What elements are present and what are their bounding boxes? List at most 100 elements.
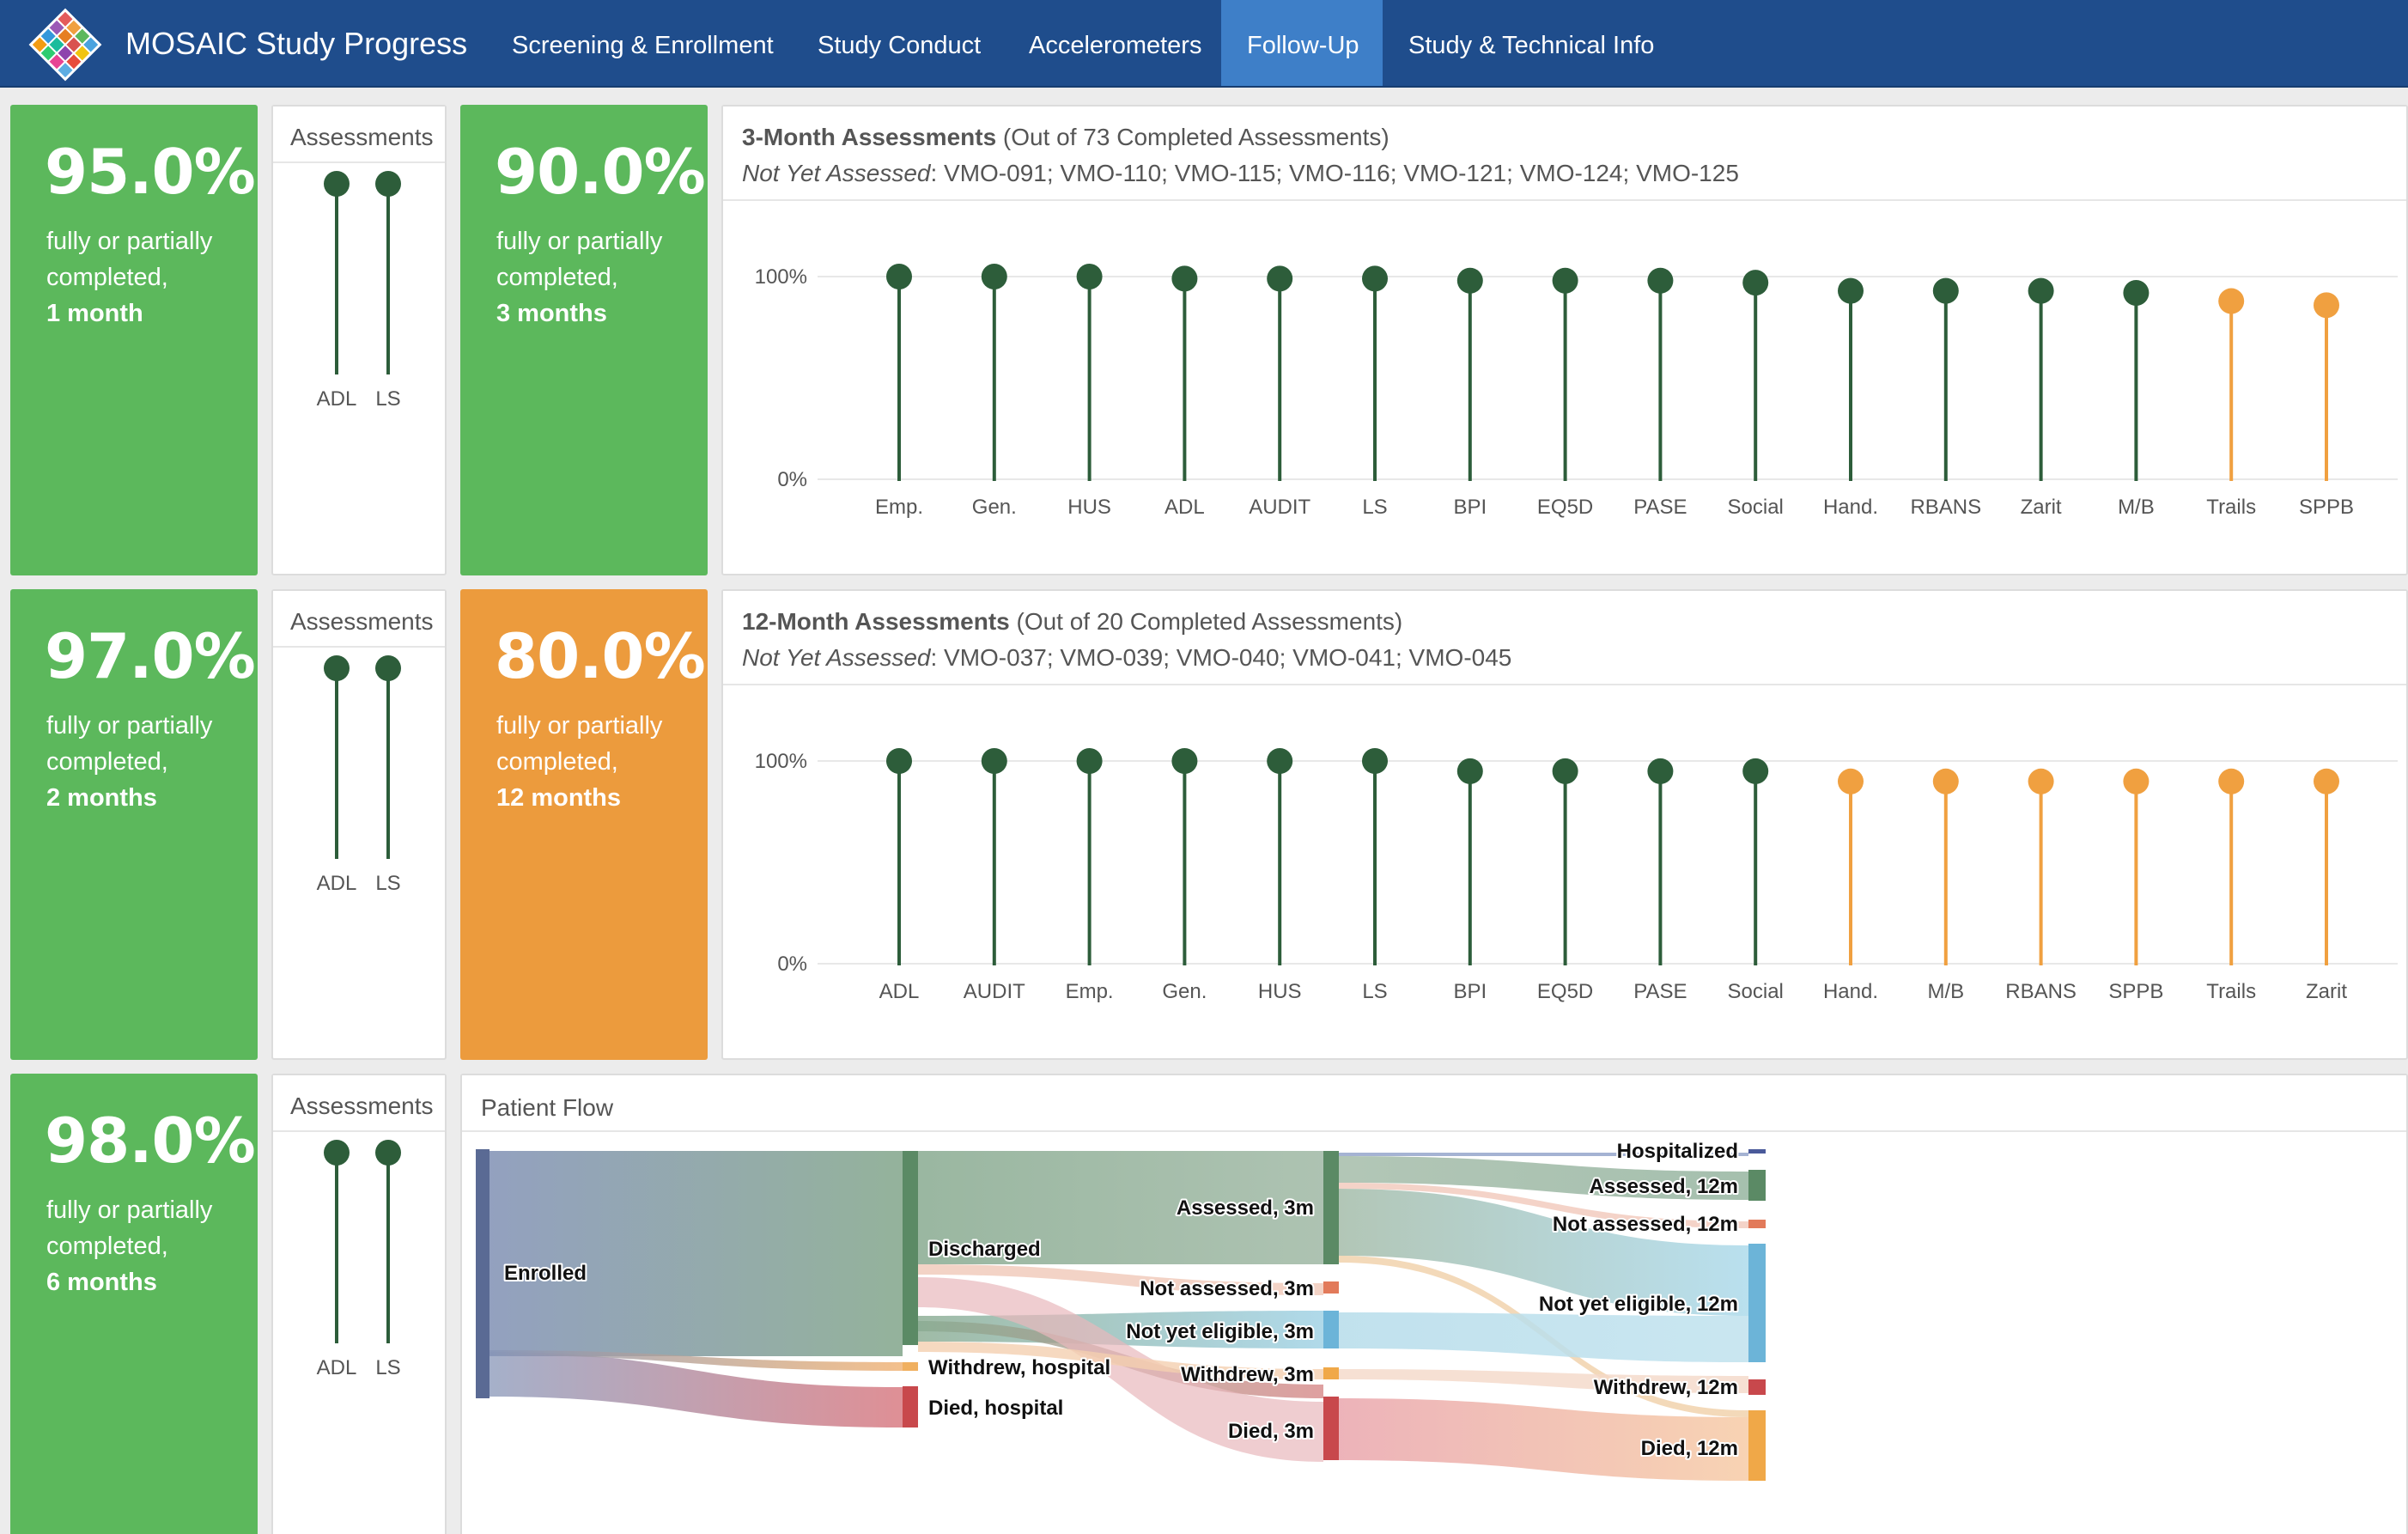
x-tick-label: AUDIT xyxy=(1249,496,1310,519)
lollipop-point xyxy=(1362,748,1388,774)
x-tick-label: M/B xyxy=(2118,496,2155,519)
lollipop-point xyxy=(2218,288,2245,314)
lollipop-point xyxy=(324,655,350,681)
value-box-2-months: 97.0% fully or partially completed, 2 mont… xyxy=(10,589,258,1060)
lollipop-point xyxy=(1932,277,1959,304)
value-box-12-months: 80.0% fully or partially completed, 12 mon… xyxy=(460,589,708,1060)
lollipop-point xyxy=(1647,267,1674,294)
lollipop-point xyxy=(1456,758,1483,784)
lollipop-point xyxy=(1742,758,1769,784)
lollipop-point xyxy=(1267,748,1293,774)
x-tick-label: ADL xyxy=(1164,496,1205,519)
panel-header: Patient Flow xyxy=(462,1075,2406,1132)
tab-study-conduct[interactable]: Study Conduct xyxy=(818,32,982,59)
lollipop-point xyxy=(324,1140,350,1166)
x-tick-label: Emp. xyxy=(1066,980,1114,1003)
navbar: MOSAIC Study Progress Screening & Enroll… xyxy=(0,0,2408,88)
twelve-month-assessments-panel: 12-Month Assessments (Out of 20 Complete… xyxy=(721,589,2408,1060)
value-box-subtitle: fully or partially completed, 2 months xyxy=(46,712,213,812)
three-month-lollipop-chart: 100% 0% Emp. Gen. HUS ADL AUDIT LS BPI EQ5D PASE So… xyxy=(755,264,2398,519)
y-tick-label: 100% xyxy=(755,750,807,773)
value-box-3-months: 90.0% fully or partially completed, 3 mont… xyxy=(460,105,708,575)
y-tick-label: 0% xyxy=(777,468,807,491)
lollipop-point xyxy=(981,748,1007,774)
x-tick-label: Zarit xyxy=(2306,980,2347,1003)
mosaic-logo-icon xyxy=(28,8,102,82)
value-box-subtitle: fully or partially completed, 6 months xyxy=(46,1196,213,1296)
small-lollipop-chart: ADL LS xyxy=(317,171,401,411)
x-tick-label: Social xyxy=(1728,980,1784,1003)
panel-title: Assessments xyxy=(290,1093,434,1119)
sankey-node-label: Died, 3m xyxy=(1228,1420,1314,1443)
x-tick-label: LS xyxy=(375,387,400,411)
x-tick-label: Gen. xyxy=(1162,980,1207,1003)
x-tick-label: HUS xyxy=(1067,496,1111,519)
x-tick-label: ADL xyxy=(879,980,920,1003)
sankey-node-label: Withdrew, 12m xyxy=(1594,1376,1738,1399)
sankey-node-label: Not yet eligible, 3m xyxy=(1126,1320,1314,1343)
lollipop-point xyxy=(2218,768,2245,794)
lollipop-point xyxy=(324,171,350,197)
value-box-subtitle: fully or partially completed, 12 months xyxy=(496,712,663,812)
lollipop-point xyxy=(1171,748,1198,774)
lollipop-point xyxy=(886,264,912,289)
lollipop-point xyxy=(375,1140,401,1166)
panel-title: Assessments xyxy=(290,124,434,150)
panel-header: 3-Month Assessments (Out of 73 Completed… xyxy=(723,107,2406,201)
x-tick-label: PASE xyxy=(1633,980,1687,1003)
value-box-subtitle: fully or partially completed, 3 months xyxy=(496,228,663,327)
not-yet-assessed-note: Not Yet Assessed: VMO-091; VMO-110; VMO-… xyxy=(742,160,1739,186)
panel-title: Assessments xyxy=(290,608,434,635)
x-tick-label: Trails xyxy=(2206,980,2256,1003)
value-box-percent: 80.0% xyxy=(495,620,706,692)
value-box-percent: 95.0% xyxy=(45,136,256,208)
tab-screening-enrollment[interactable]: Screening & Enrollment xyxy=(512,32,774,59)
assessments-panel-6-months: Assessments ADL LS xyxy=(271,1074,447,1534)
lollipop-point xyxy=(1932,768,1959,794)
x-tick-label: Hand. xyxy=(1823,496,1878,519)
x-tick-label: Gen. xyxy=(972,496,1017,519)
panel-title: 12-Month Assessments (Out of 20 Complete… xyxy=(742,608,1403,635)
x-tick-label: SPPB xyxy=(2299,496,2354,519)
x-tick-label: LS xyxy=(1362,980,1387,1003)
x-tick-label: PASE xyxy=(1633,496,1687,519)
x-tick-label: LS xyxy=(375,872,400,895)
x-tick-label: Social xyxy=(1728,496,1784,519)
not-yet-assessed-note: Not Yet Assessed: VMO-037; VMO-039; VMO-… xyxy=(742,644,1512,671)
three-month-assessments-panel: 3-Month Assessments (Out of 73 Completed… xyxy=(721,105,2408,575)
panel-header: 12-Month Assessments (Out of 20 Complete… xyxy=(723,591,2406,685)
sankey-node-label: Not assessed, 12m xyxy=(1553,1213,1738,1236)
lollipop-point xyxy=(1456,267,1483,294)
x-tick-label: M/B xyxy=(1927,980,1964,1003)
tab-accelerometers[interactable]: Accelerometers xyxy=(1029,32,1202,59)
lollipop-point xyxy=(1838,768,1864,794)
x-tick-label: LS xyxy=(375,1356,400,1379)
x-tick-label: Trails xyxy=(2206,496,2256,519)
value-box-percent: 97.0% xyxy=(45,620,256,692)
lollipop-point xyxy=(2314,768,2339,794)
y-tick-label: 0% xyxy=(777,953,807,976)
app-title[interactable]: MOSAIC Study Progress xyxy=(125,26,468,61)
x-tick-label: Zarit xyxy=(2021,496,2062,519)
lollipop-point xyxy=(1647,758,1674,784)
patient-flow-panel: Patient Flow xyxy=(460,1074,2408,1534)
small-lollipop-chart: ADL LS xyxy=(317,1140,401,1379)
lollipop-point xyxy=(886,748,912,774)
x-tick-label: Hand. xyxy=(1823,980,1878,1003)
lollipop-point xyxy=(375,655,401,681)
sankey-node-label: Died, 12m xyxy=(1641,1437,1738,1460)
value-box-percent: 90.0% xyxy=(495,136,706,208)
x-tick-label: HUS xyxy=(1258,980,1302,1003)
tab-study-technical-info[interactable]: Study & Technical Info xyxy=(1408,32,1655,59)
x-tick-label: ADL xyxy=(317,872,357,895)
value-box-1-month: 95.0% fully or partially completed, 1 mont… xyxy=(10,105,258,575)
value-box-subtitle: fully or partially completed, 1 month xyxy=(46,228,213,327)
lollipop-point xyxy=(2028,768,2054,794)
assessments-panel-1-month: Assessments ADL LS xyxy=(271,105,447,575)
lollipop-point xyxy=(375,171,401,197)
x-tick-label: ADL xyxy=(317,1356,357,1379)
panel-header: Assessments xyxy=(273,1075,445,1132)
lollipop-point xyxy=(1552,267,1578,294)
tab-follow-up[interactable]: Follow-Up xyxy=(1221,0,1383,86)
sankey-node-label: Not assessed, 3m xyxy=(1140,1277,1314,1300)
